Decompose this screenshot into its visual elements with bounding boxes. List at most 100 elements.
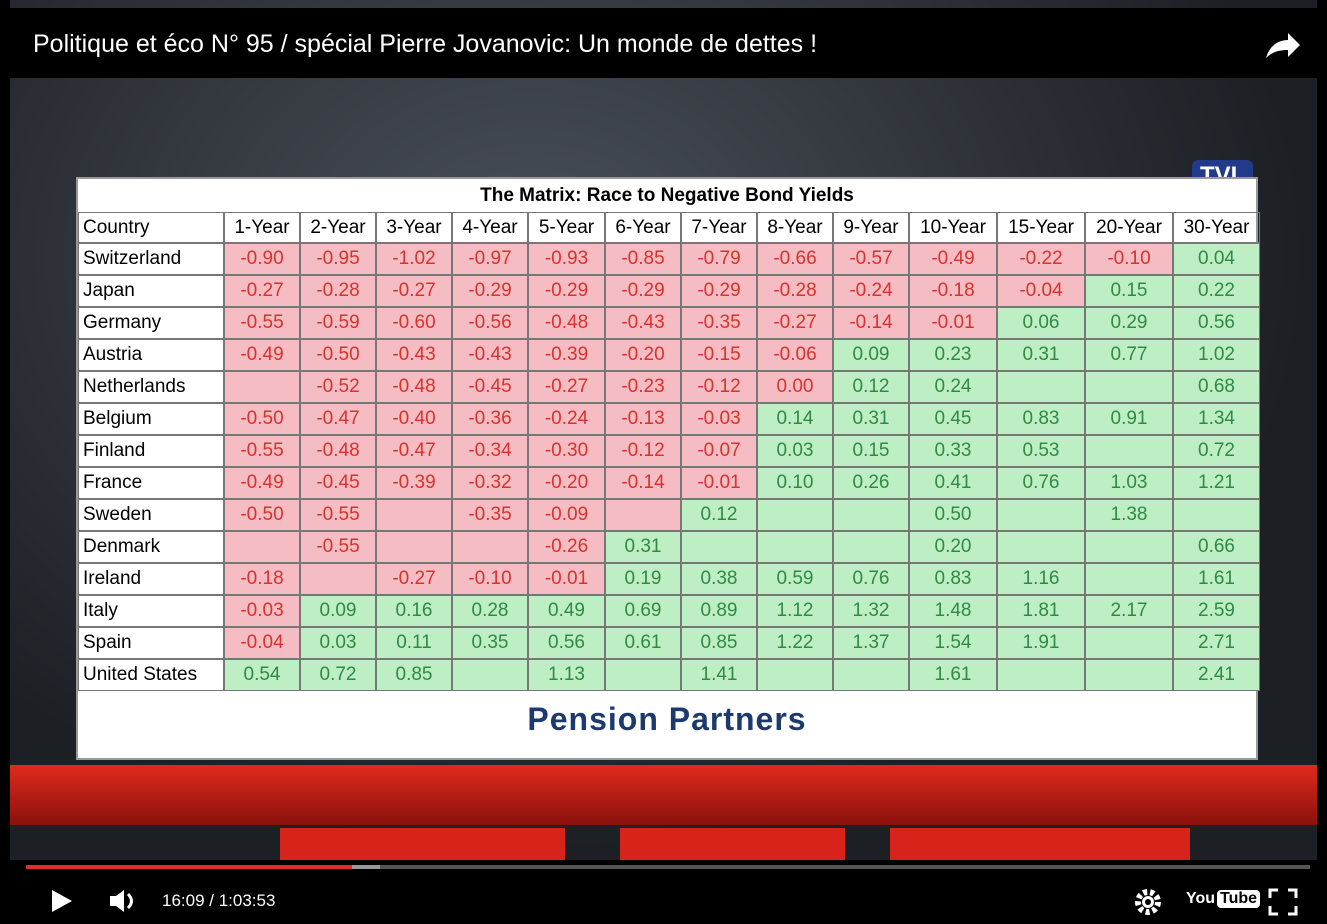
table-cell: -0.01 [681,467,757,499]
table-cell: -0.50 [300,339,376,371]
table-cell: -0.28 [300,275,376,307]
column-header: 4-Year [452,212,528,243]
settings-icon[interactable] [1134,888,1162,916]
table-cell: -0.95 [300,243,376,275]
table-cell: 0.76 [997,467,1085,499]
table-cell: 0.09 [833,339,909,371]
table-cell: 0.03 [757,435,833,467]
table-cell: 0.50 [909,499,997,531]
column-header: 8-Year [757,212,833,243]
table-cell [1085,531,1173,563]
time: 16:09 / 1:03:53 [162,891,276,910]
table-cell: 1.54 [909,627,997,659]
table-cell: -0.45 [300,467,376,499]
table-cell: -0.22 [997,243,1085,275]
table-cell: -0.50 [224,403,300,435]
table-cell: 0.14 [757,403,833,435]
table-cell [224,371,300,403]
column-header: 6-Year [605,212,681,243]
column-header: 1-Year [224,212,300,243]
row-header: France [78,467,224,499]
table-cell [997,531,1085,563]
table-cell: 1.32 [833,595,909,627]
desk-panel [280,828,565,860]
table-cell [681,531,757,563]
table-cell [757,499,833,531]
table-title: The Matrix: Race to Negative Bond Yields [480,184,854,206]
table-cell: 0.16 [376,595,452,627]
video-title[interactable]: Politique et éco N° 95 / spécial Pierre … [33,30,818,58]
table-cell: -0.40 [376,403,452,435]
row-header: Switzerland [78,243,224,275]
row-header: Sweden [78,499,224,531]
table-cell: 0.00 [757,371,833,403]
table-cell [605,659,681,691]
table-cell: -0.24 [528,403,605,435]
table-cell: -0.07 [681,435,757,467]
table-cell: 0.19 [605,563,681,595]
table-cell: 0.66 [1173,531,1260,563]
table-cell [1173,499,1260,531]
table-cell: -0.28 [757,275,833,307]
controls-left[interactable] [48,886,148,916]
table-cell: -0.55 [224,307,300,339]
table-cell [833,531,909,563]
table-cell: 0.85 [681,627,757,659]
table-cell [833,659,909,691]
table-cell: 1.41 [681,659,757,691]
table-cell: -0.30 [528,435,605,467]
table-cell: 1.12 [757,595,833,627]
table-cell: -0.66 [757,243,833,275]
progress-track[interactable] [26,865,1310,869]
table-cell: -0.15 [681,339,757,371]
table-cell: 1.03 [1085,467,1173,499]
table-cell: 0.85 [376,659,452,691]
table-cell [605,499,681,531]
table-cell: -0.27 [376,275,452,307]
table-cell: 0.23 [909,339,997,371]
column-header: 5-Year [528,212,605,243]
desk [10,765,1317,825]
table-cell [997,499,1085,531]
table-cell: 0.77 [1085,339,1173,371]
table-cell: 0.11 [376,627,452,659]
table-cell: 0.12 [681,499,757,531]
table-cell: -0.85 [605,243,681,275]
youtube-logo[interactable]: You Tube [1186,890,1261,908]
table-cell: -0.45 [452,371,528,403]
table-cell: -0.12 [681,371,757,403]
fullscreen-icon[interactable] [1268,888,1298,916]
table-cell: 0.26 [833,467,909,499]
table-cell: -0.10 [452,563,528,595]
table-cell [997,659,1085,691]
table-cell: 0.61 [605,627,681,659]
table-cell: 0.41 [909,467,997,499]
table-cell [1085,563,1173,595]
table-cell: -0.56 [452,307,528,339]
column-header: 30-Year [1173,212,1260,243]
table-cell [376,499,452,531]
table-cell: -0.29 [528,275,605,307]
table-cell: 0.72 [300,659,376,691]
table-cell: -0.27 [757,307,833,339]
table-cell: 1.13 [528,659,605,691]
table-cell: -0.03 [681,403,757,435]
table-cell: 1.91 [997,627,1085,659]
table-cell: 0.15 [1085,275,1173,307]
row-header: United States [78,659,224,691]
table-cell: 0.69 [605,595,681,627]
table-cell: -0.55 [300,499,376,531]
column-header: 2-Year [300,212,376,243]
table-cell: 0.15 [833,435,909,467]
table-cell: -0.20 [605,339,681,371]
row-header: Belgium [78,403,224,435]
table-cell: -0.43 [452,339,528,371]
share-icon[interactable] [1262,30,1302,62]
table-cell: 0.89 [681,595,757,627]
table-cell: -0.27 [528,371,605,403]
table-cell: -0.29 [681,275,757,307]
table-cell: -0.50 [224,499,300,531]
table-cell: 1.21 [1173,467,1260,499]
table-cell: 0.28 [452,595,528,627]
column-header: 20-Year [1085,212,1173,243]
